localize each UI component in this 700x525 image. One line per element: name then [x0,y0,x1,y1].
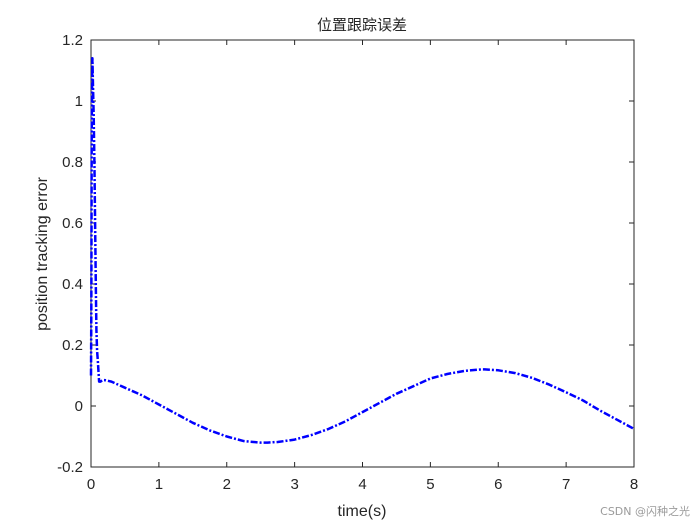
x-tick-label: 8 [630,476,638,493]
x-tick-label: 1 [155,476,163,493]
series-line-0 [89,57,635,444]
y-tick-label: 0.2 [62,337,83,354]
y-tick-label: 1.2 [62,32,83,49]
x-axis-ticks: 0 1 2 3 4 5 6 7 8 [87,40,638,493]
y-tick-label: -0.2 [57,459,83,476]
y-tick-label: 0 [75,398,83,415]
x-axis-label: time(s) [338,503,387,520]
x-tick-label: 5 [426,476,434,493]
y-tick-label: 1 [75,93,83,110]
y-tick-label: 0.8 [62,154,83,171]
x-tick-label: 2 [223,476,231,493]
x-tick-label: 0 [87,476,95,493]
y-axis-label: position tracking error [34,176,51,331]
y-axis-ticks: -0.2 0 0.2 0.4 0.6 0.8 1 1.2 [57,32,634,476]
x-tick-label: 3 [290,476,298,493]
x-tick-label: 6 [494,476,502,493]
series-group [89,57,635,444]
y-tick-label: 0.6 [62,215,83,232]
watermark-text: CSDN @闪种之光 [600,504,690,518]
chart-title: 位置跟踪误差 [317,16,407,34]
x-tick-label: 7 [562,476,570,493]
x-tick-label: 4 [358,476,366,493]
y-tick-label: 0.4 [62,276,83,293]
plot-area [90,39,635,468]
